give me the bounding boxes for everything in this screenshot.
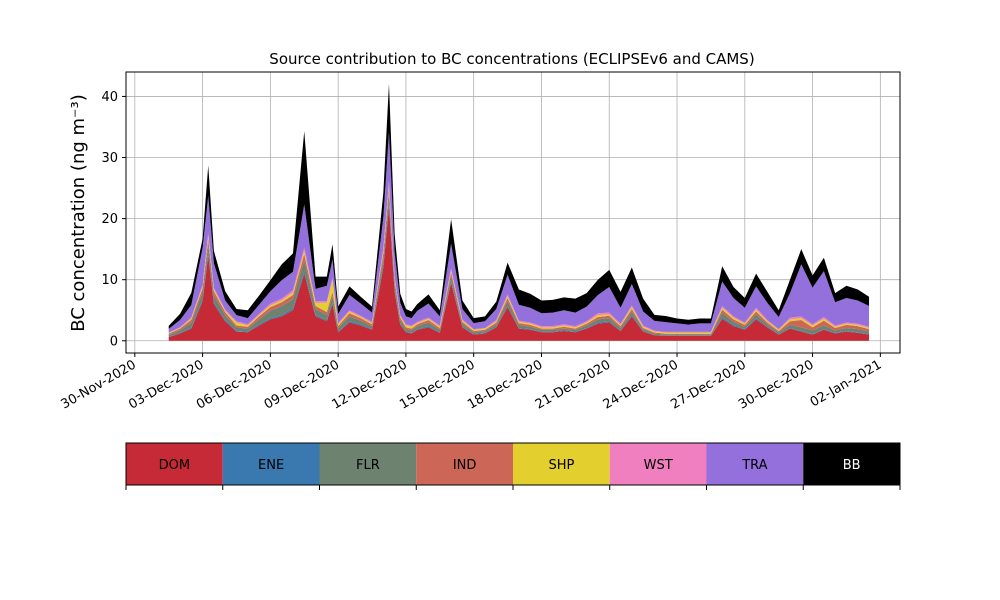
x-axis: 30-Nov-202003-Dec-202006-Dec-202009-Dec-… <box>59 353 885 413</box>
x-tick-label: 09-Dec-2020 <box>262 357 342 412</box>
x-tick-label: 12-Dec-2020 <box>330 357 410 412</box>
x-tick-label: 06-Dec-2020 <box>194 357 274 412</box>
area-tra <box>168 132 870 333</box>
legend-swatch-bb <box>803 443 900 485</box>
legend-swatch-ind <box>416 443 513 485</box>
x-tick-label: 24-Dec-2020 <box>601 357 681 412</box>
y-tick-label: 10 <box>101 273 118 288</box>
x-tick-label: 30-Dec-2020 <box>736 357 816 412</box>
legend-label: DOM <box>159 458 190 473</box>
legend-label: ENE <box>258 458 284 473</box>
area-ind <box>168 188 870 335</box>
legend-swatch-shp <box>513 443 610 485</box>
legend-label: FLR <box>356 458 380 473</box>
x-tick-label: 18-Dec-2020 <box>465 357 545 412</box>
legend-swatch-ene <box>222 443 320 485</box>
y-axis: 0 10 20 30 40 <box>101 90 126 349</box>
x-tick-label: 27-Dec-2020 <box>668 357 748 412</box>
y-tick-label: 30 <box>101 151 118 166</box>
legend: DOM ENE FLR IND SHP WST TRA BB <box>125 442 901 490</box>
area-bb <box>168 83 870 329</box>
legend-label: TRA <box>741 458 767 473</box>
legend-swatch-wst <box>609 443 707 485</box>
x-tick-label: 02-Jan-2021 <box>808 357 885 410</box>
legend-label: WST <box>644 458 673 473</box>
x-tick-label: 15-Dec-2020 <box>397 357 477 412</box>
y-tick-label: 0 <box>110 334 118 349</box>
stacked-areas <box>168 83 870 341</box>
legend-swatch-flr <box>319 443 417 485</box>
chart-title: Source contribution to BC concentrations… <box>269 50 754 68</box>
legend-label: SHP <box>548 458 574 473</box>
plot-frame <box>125 71 901 354</box>
legend-swatch-dom <box>126 443 223 485</box>
legend-label: IND <box>453 458 477 473</box>
legend-swatch-tra <box>706 443 804 485</box>
area-wst <box>168 181 870 334</box>
y-tick-label: 20 <box>101 212 118 227</box>
x-tick-label: 21-Dec-2020 <box>533 357 613 412</box>
area-shp <box>168 185 870 334</box>
x-tick-label: 30-Nov-2020 <box>59 357 139 412</box>
legend-label: BB <box>843 458 861 473</box>
y-axis-label: BC concentration (ng m⁻³) <box>68 94 89 332</box>
y-tick-label: 40 <box>101 90 118 105</box>
x-tick-label: 03-Dec-2020 <box>126 357 206 412</box>
